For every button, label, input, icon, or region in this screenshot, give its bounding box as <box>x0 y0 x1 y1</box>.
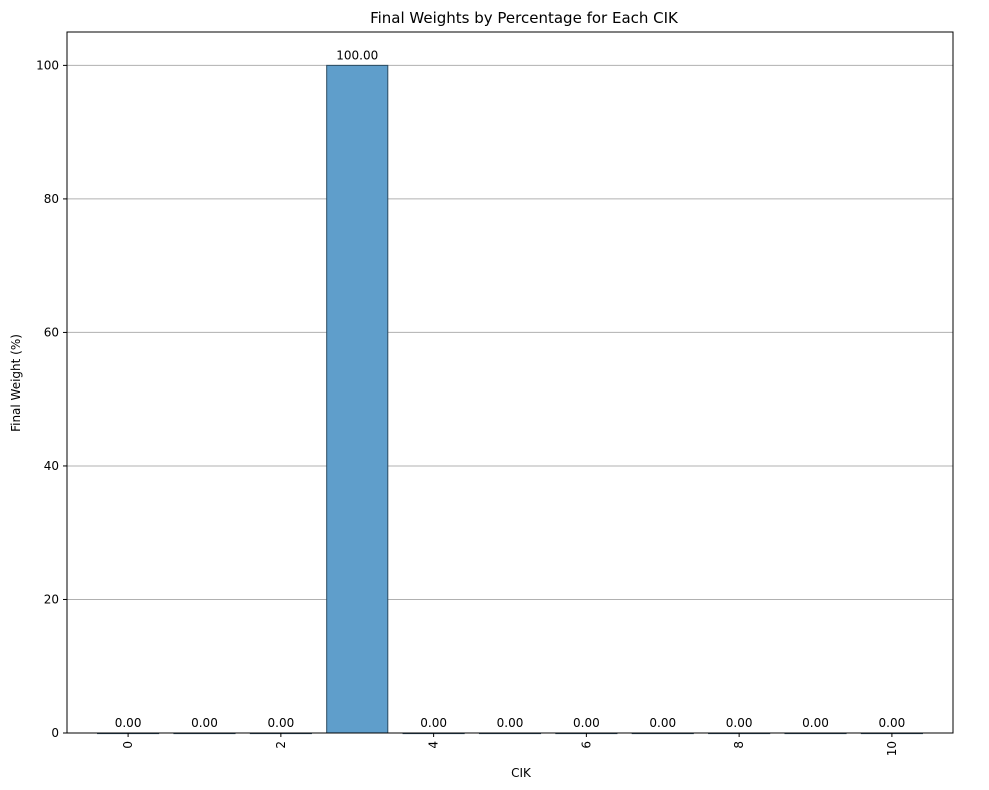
x-tick-label: 4 <box>427 741 441 749</box>
y-tick-label: 100 <box>36 58 59 72</box>
x-tick-label: 8 <box>732 741 746 749</box>
x-axis-ticks: 0 2 4 6 8 10 <box>121 733 899 756</box>
data-label-1: 0.00 <box>191 716 218 730</box>
data-label-9: 0.00 <box>802 716 829 730</box>
data-label-6: 0.00 <box>573 716 600 730</box>
chart-title: Final Weights by Percentage for Each CIK <box>370 9 679 27</box>
data-label-8: 0.00 <box>726 716 753 730</box>
data-label-10: 0.00 <box>879 716 906 730</box>
y-tick-label: 0 <box>51 726 59 740</box>
x-tick-label: 0 <box>121 741 135 749</box>
y-tick-label: 80 <box>44 192 59 206</box>
y-axis-ticks: 0 20 40 60 80 100 <box>36 58 67 740</box>
x-axis-label: CIK <box>511 766 532 780</box>
gridlines <box>67 64 953 600</box>
data-labels: 0.00 0.00 0.00 100.00 0.00 0.00 0.00 0.00 0.00 0.… <box>115 48 906 730</box>
y-tick-label: 20 <box>44 592 59 606</box>
data-label-2: 0.00 <box>268 716 295 730</box>
y-axis-label: Final Weight (%) <box>9 334 23 432</box>
x-tick-label: 2 <box>274 741 288 749</box>
bar-3 <box>326 64 389 734</box>
x-tick-label: 6 <box>579 741 593 749</box>
data-label-0: 0.00 <box>115 716 142 730</box>
bars <box>97 64 923 735</box>
y-tick-label: 40 <box>44 459 59 473</box>
data-label-4: 0.00 <box>420 716 447 730</box>
data-label-7: 0.00 <box>649 716 676 730</box>
y-tick-label: 60 <box>44 325 59 339</box>
data-label-5: 0.00 <box>497 716 524 730</box>
x-tick-label: 10 <box>885 741 899 756</box>
plot-frame <box>66 31 954 734</box>
data-label-3: 100.00 <box>336 48 378 62</box>
